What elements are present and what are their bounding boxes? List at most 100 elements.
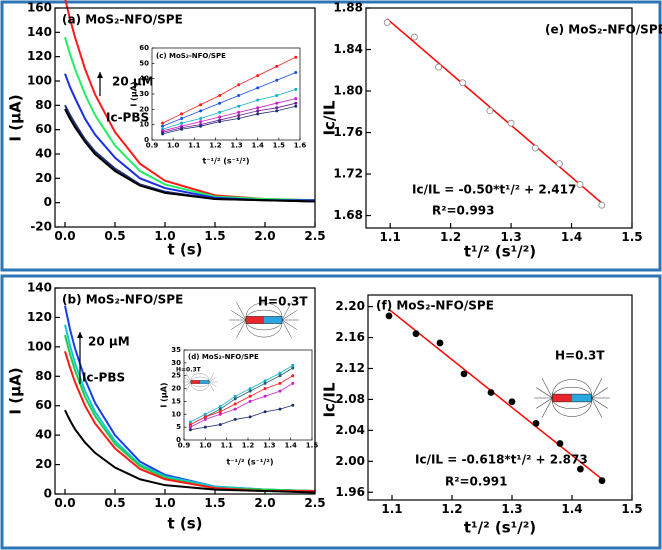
series-line bbox=[64, 409, 316, 494]
marker bbox=[291, 381, 295, 385]
plot-area bbox=[184, 350, 312, 440]
y-tick-label: 2.12 bbox=[335, 361, 365, 375]
point bbox=[385, 312, 393, 320]
y-tick-label: 140 bbox=[27, 281, 52, 295]
x-axis-label: t¹/² (s¹/²) bbox=[464, 519, 536, 537]
annotation: H=0.3T bbox=[258, 295, 308, 309]
point bbox=[486, 107, 494, 115]
chart: 1.68 1.72 1.76 1.80 1.84 1.88 1.1 1.2 1.3 1.4 1.5 t… bbox=[321, 1, 662, 261]
marker bbox=[256, 74, 260, 78]
annotation: R²=0.993 bbox=[432, 204, 495, 218]
marker bbox=[278, 407, 282, 411]
y-tick-label: 1.84 bbox=[333, 42, 363, 56]
marker bbox=[294, 104, 298, 108]
marker bbox=[218, 101, 222, 105]
panel-border bbox=[0, 274, 662, 550]
marker bbox=[218, 110, 222, 114]
plot-area bbox=[152, 48, 300, 140]
y-tick-label: 2.20 bbox=[335, 299, 365, 313]
y-tick-label: 1.80 bbox=[333, 84, 363, 98]
marker bbox=[256, 112, 260, 116]
point bbox=[576, 181, 584, 188]
marker bbox=[248, 394, 252, 398]
x-tick-label: 1.3 bbox=[500, 230, 521, 244]
x-tick-label: 2.0 bbox=[254, 229, 275, 243]
y-tick-label: 50 bbox=[139, 59, 149, 67]
series-line bbox=[190, 375, 294, 425]
plot-frame bbox=[54, 7, 316, 228]
x-tick-label: 1.0 bbox=[199, 442, 212, 450]
series-line bbox=[190, 404, 293, 431]
x-tick-label: 1.1 bbox=[188, 142, 201, 150]
marker bbox=[188, 428, 192, 432]
marker bbox=[188, 423, 192, 427]
y-tick-label: 5 bbox=[176, 423, 181, 431]
point bbox=[556, 440, 564, 447]
x-tick-label: 1.0 bbox=[154, 229, 175, 243]
marker bbox=[237, 117, 241, 121]
point bbox=[507, 119, 515, 127]
x-tick-label: 1.3 bbox=[230, 142, 243, 150]
y-tick-label: 100 bbox=[27, 74, 52, 88]
marker bbox=[248, 415, 252, 419]
fit-line bbox=[388, 308, 603, 480]
marker bbox=[233, 407, 237, 411]
y-tick-label: 10 bbox=[139, 121, 149, 129]
y-tick-label: 60 bbox=[35, 398, 52, 412]
marker bbox=[218, 423, 222, 427]
point bbox=[532, 420, 540, 427]
series-line bbox=[162, 98, 296, 132]
marker bbox=[188, 425, 192, 429]
series-line bbox=[190, 365, 294, 423]
x-tick-label: 0.0 bbox=[54, 496, 75, 510]
marker bbox=[291, 366, 295, 370]
y-tick-label: 15 bbox=[171, 397, 181, 405]
marker bbox=[263, 379, 267, 383]
marker bbox=[218, 115, 222, 119]
point bbox=[383, 19, 391, 26]
y-tick-label: 120 bbox=[27, 49, 52, 63]
x-tick-label: 1.1 bbox=[380, 230, 401, 244]
y-tick-label: 0 bbox=[44, 487, 52, 501]
y-tick-label: -20 bbox=[30, 220, 52, 234]
x-tick-label: 1.5 bbox=[273, 142, 286, 150]
y-tick-label: 60 bbox=[35, 122, 52, 136]
plot-frame bbox=[151, 47, 301, 141]
marker bbox=[188, 420, 192, 424]
point bbox=[598, 477, 606, 485]
marker bbox=[263, 394, 267, 398]
annotation: 20 μM bbox=[112, 75, 154, 89]
x-tick-label: 0.0 bbox=[54, 229, 75, 243]
y-tick-label: 2.04 bbox=[335, 423, 365, 437]
series-line bbox=[190, 383, 294, 428]
marker bbox=[218, 407, 222, 411]
marker bbox=[237, 94, 241, 98]
marker bbox=[237, 104, 241, 108]
marker bbox=[256, 106, 260, 110]
marker bbox=[278, 374, 282, 378]
x-tick-label: 2.5 bbox=[304, 229, 325, 243]
x-tick-label: 0.5 bbox=[104, 229, 125, 243]
x-tick-label: 2.5 bbox=[304, 496, 325, 510]
x-axis-label: t¹/² (s¹/²) bbox=[464, 243, 536, 261]
plot-frame bbox=[365, 7, 633, 229]
y-tick-label: 0 bbox=[144, 136, 149, 144]
y-tick-label: 20 bbox=[171, 385, 181, 393]
plot-frame bbox=[183, 349, 313, 441]
y-tick-label: 120 bbox=[27, 310, 52, 324]
marker bbox=[180, 117, 184, 121]
marker bbox=[291, 374, 295, 378]
marker bbox=[294, 87, 298, 91]
marker bbox=[294, 55, 298, 59]
marker bbox=[256, 98, 260, 102]
series-line bbox=[162, 105, 296, 135]
x-tick-label: 0.9 bbox=[146, 142, 159, 150]
series-line bbox=[162, 102, 296, 133]
marker bbox=[199, 109, 203, 113]
x-tick-label: 1.5 bbox=[306, 442, 319, 450]
marker bbox=[263, 387, 267, 391]
y-tick-label: 20 bbox=[139, 105, 149, 113]
marker bbox=[203, 415, 207, 419]
marker bbox=[218, 412, 222, 416]
marker bbox=[275, 78, 279, 82]
